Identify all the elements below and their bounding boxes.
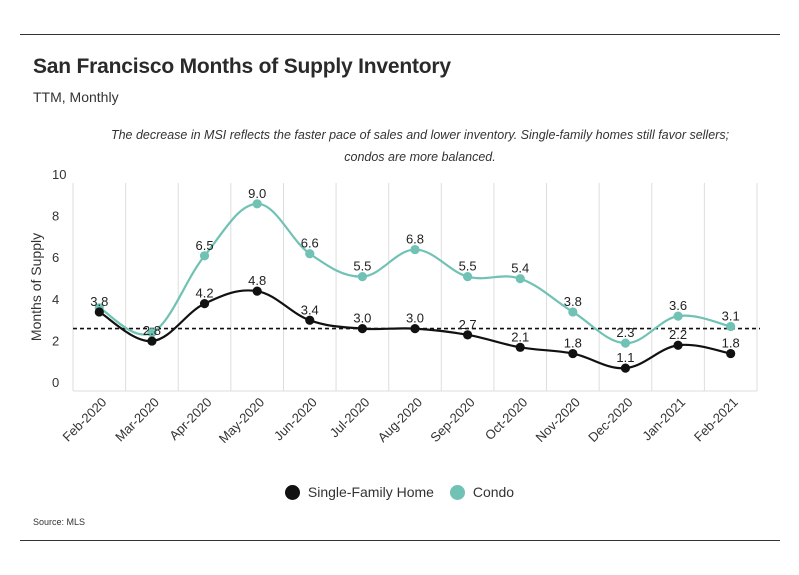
data-point-condo (726, 321, 736, 332)
data-label-sfh: 4.8 (248, 273, 266, 288)
data-point-sfh (620, 363, 631, 373)
data-label-sfh: 2.8 (143, 323, 161, 338)
data-label-sfh: 2.1 (511, 329, 529, 344)
x-tick-label: Oct-2020 (482, 395, 530, 443)
x-tick-label: Apr-2020 (166, 395, 214, 443)
x-tick-label: Aug-2020 (375, 395, 425, 445)
x-tick-label: Mar-2020 (112, 395, 162, 445)
data-label-condo: 3.8 (564, 294, 582, 309)
data-point-condo (199, 251, 210, 261)
data-point-condo (147, 328, 157, 338)
legend-item-sfh: Single-Family Home (284, 484, 434, 500)
data-label-sfh: 1.1 (616, 350, 634, 365)
x-tick-label: Dec-2020 (585, 395, 635, 445)
data-point-sfh (568, 348, 578, 359)
y-tick-label: 4 (52, 292, 59, 307)
data-label-condo: 6.6 (301, 236, 319, 251)
y-tick-label: 0 (52, 375, 59, 390)
x-tick-label: Jul-2020 (327, 395, 373, 441)
bottom-rule (20, 540, 780, 541)
data-point-condo (515, 274, 525, 284)
data-point-sfh (94, 307, 104, 317)
legend-swatch-sfh (284, 484, 300, 500)
legend: Single-Family Home Condo (0, 484, 799, 503)
data-label-condo: 5.4 (511, 261, 529, 276)
data-point-sfh (252, 286, 262, 296)
y-tick-label: 10 (52, 167, 66, 182)
data-point-sfh (305, 315, 315, 325)
data-point-sfh (515, 342, 525, 352)
legend-label-sfh: Single-Family Home (307, 484, 434, 500)
data-labels-layer: 6.5 9.0 6.6 5.5 6.8 5.5 5.4 3.8 2.3 3.6 3.1 3.8 2.8 4… (90, 186, 739, 365)
data-point-condo (357, 272, 367, 282)
data-label-sfh: 3.8 (90, 294, 108, 309)
data-point-condo (620, 338, 631, 348)
y-axis-title: Months of Supply (28, 233, 44, 341)
data-point-condo (305, 249, 315, 259)
legend-label-condo: Condo (472, 484, 515, 500)
y-tick-label: 2 (52, 333, 59, 348)
x-tick-label: May-2020 (216, 395, 267, 446)
data-label-sfh: 1.8 (722, 336, 740, 351)
data-point-sfh (199, 299, 210, 309)
x-tick-label: Jun-2020 (271, 395, 320, 444)
data-point-condo (673, 311, 683, 321)
data-label-sfh: 3.0 (353, 311, 371, 326)
data-point-sfh (410, 324, 420, 334)
y-tick-label: 8 (52, 209, 59, 224)
data-label-condo: 3.1 (722, 309, 740, 324)
data-label-condo: 5.5 (353, 259, 371, 274)
data-point-sfh (357, 324, 367, 334)
data-label-condo: 6.8 (406, 232, 424, 247)
lines-layer (98, 202, 731, 370)
data-point-sfh (463, 330, 473, 340)
data-label-sfh: 3.4 (301, 302, 319, 317)
data-label-sfh: 4.2 (195, 286, 213, 301)
chart-title: San Francisco Months of Supply Inventory (33, 55, 451, 78)
points-layer (94, 199, 736, 373)
line-chart: 6.5 9.0 6.6 5.5 6.8 5.5 5.4 3.8 2.3 3.6 3.1 3.8 2.8 4… (28, 167, 760, 446)
data-label-condo: 5.5 (459, 259, 477, 274)
x-tick-label: Sep-2020 (427, 395, 477, 445)
chart-subtitle: TTM, Monthly (33, 89, 119, 105)
data-label-condo: 6.5 (195, 238, 213, 253)
x-tick-label: Jan-2021 (639, 395, 688, 444)
data-label-sfh: 1.8 (564, 336, 582, 351)
data-point-condo (252, 199, 262, 209)
x-tick-label: Nov-2020 (532, 395, 582, 445)
x-tick-label: Feb-2021 (691, 395, 741, 445)
data-label-sfh: 2.2 (669, 327, 687, 342)
data-point-condo (463, 272, 473, 282)
data-label-sfh: 2.7 (459, 317, 477, 332)
x-tick-label: Feb-2020 (59, 395, 109, 445)
data-point-condo (568, 307, 578, 317)
legend-swatch-condo (449, 484, 465, 500)
top-rule (20, 34, 780, 35)
legend-item-condo: Condo (449, 484, 515, 500)
data-label-sfh: 3.0 (406, 311, 424, 326)
data-label-condo: 3.6 (669, 298, 687, 313)
source-note: Source: MLS (33, 517, 86, 527)
grid-layer (72, 183, 758, 392)
data-point-sfh (673, 340, 683, 350)
data-point-sfh (726, 348, 736, 359)
data-label-condo: 2.3 (616, 325, 634, 340)
chart-annotation: The decrease in MSI reflects the faster … (110, 128, 730, 164)
data-point-sfh (147, 336, 157, 346)
data-point-condo (410, 244, 420, 255)
y-tick-label: 6 (52, 250, 59, 265)
data-label-condo: 9.0 (248, 186, 266, 201)
